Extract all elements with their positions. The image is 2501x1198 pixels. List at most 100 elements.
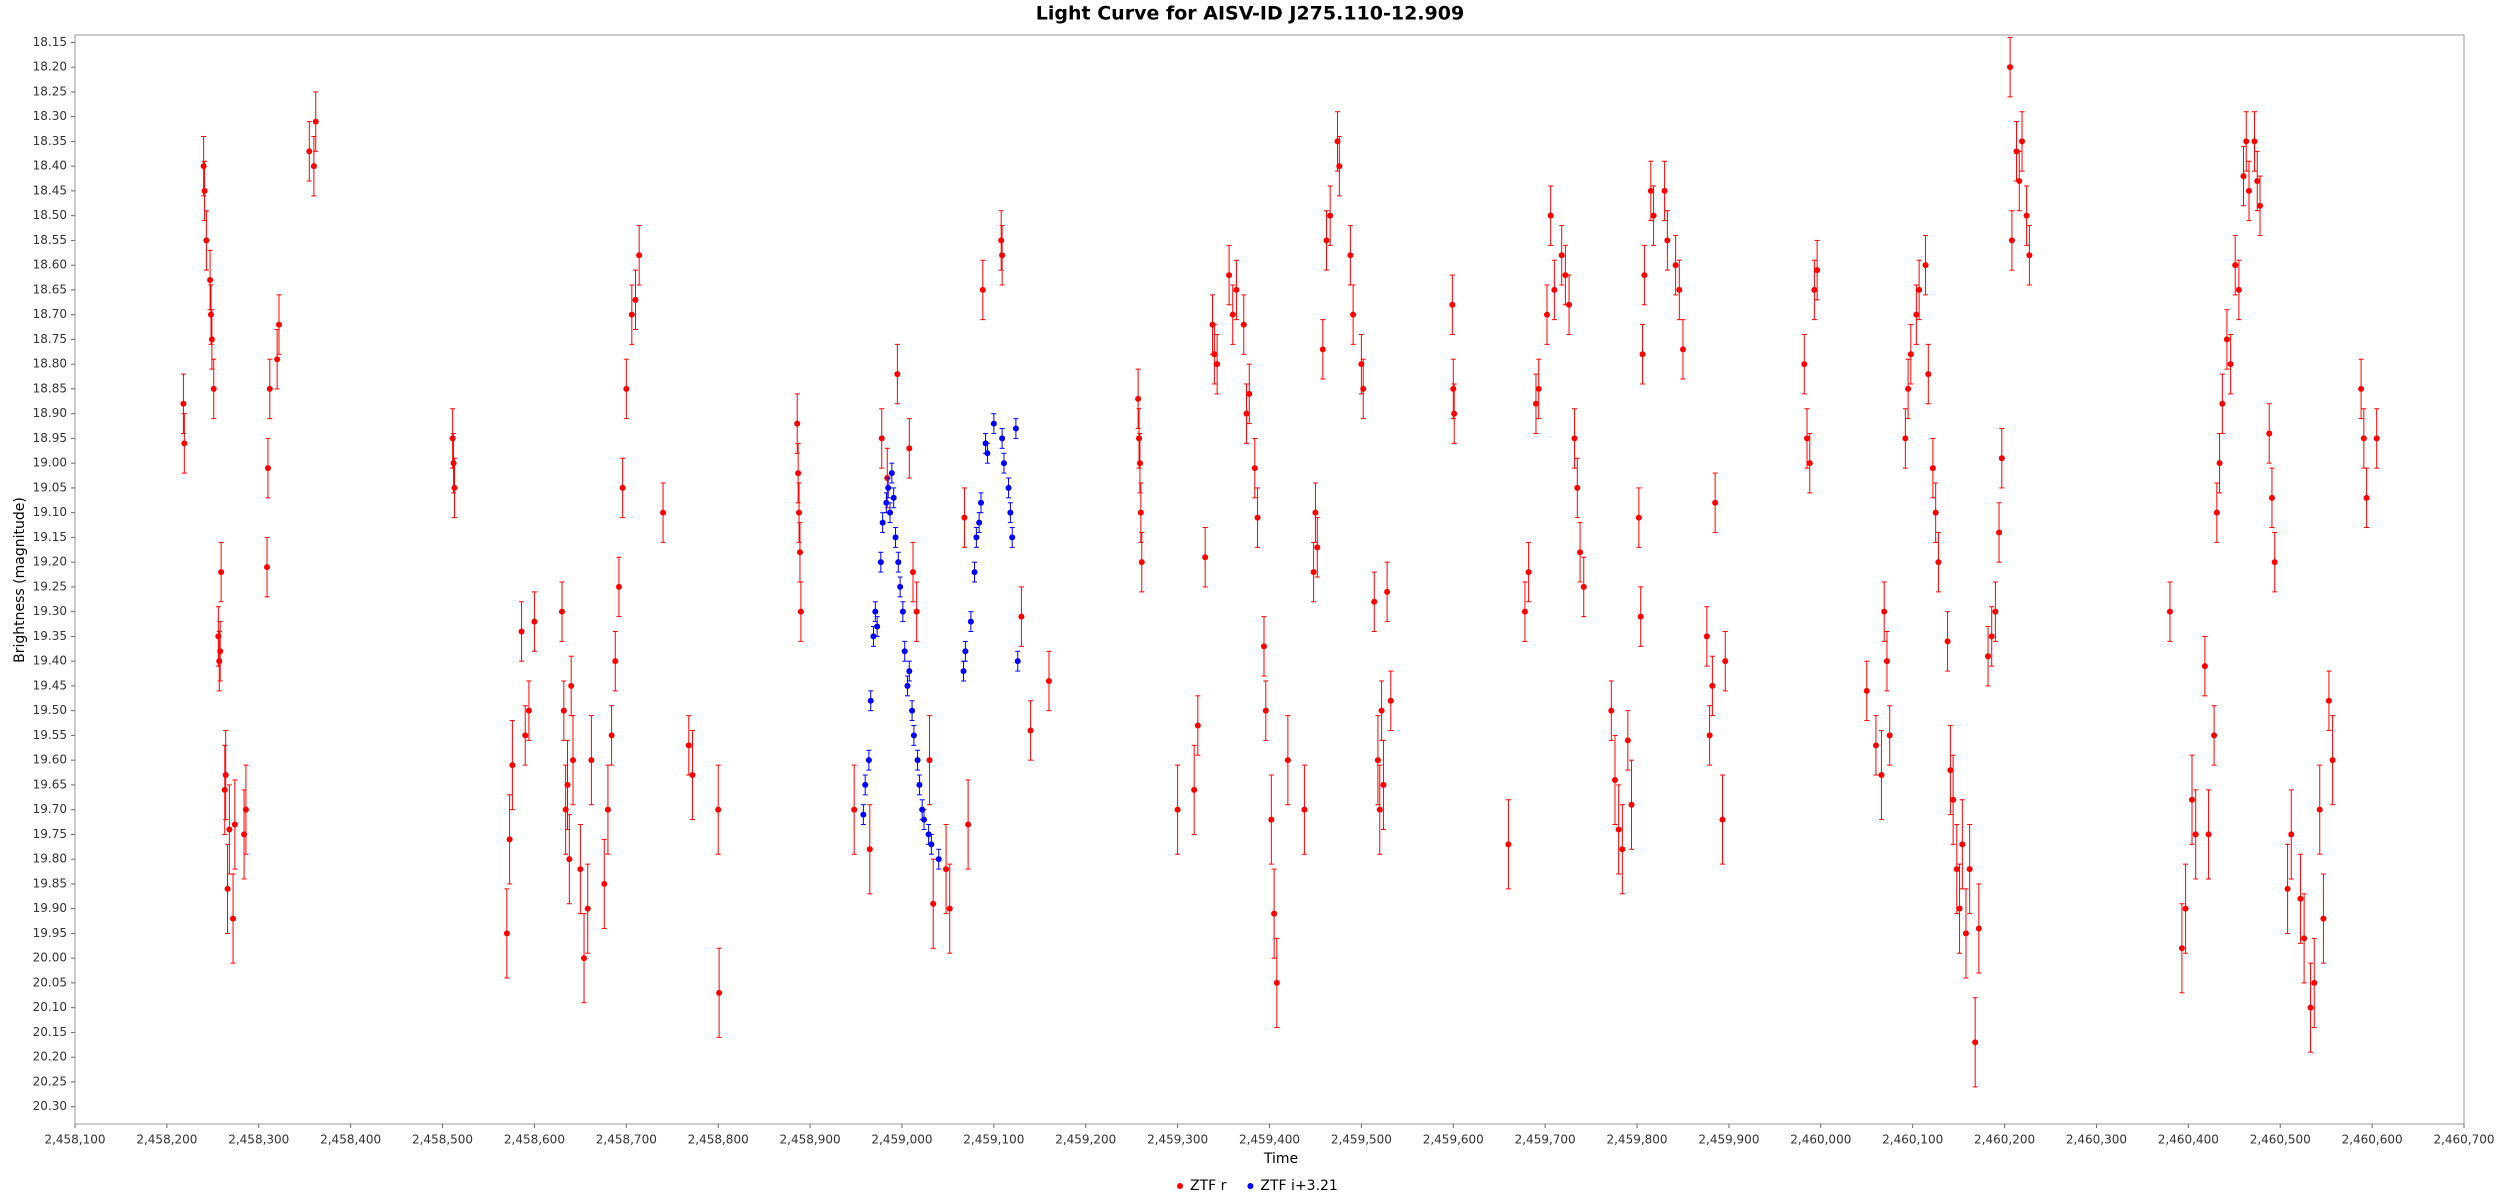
data-point bbox=[450, 460, 457, 467]
data-point bbox=[1905, 385, 1912, 392]
data-point bbox=[1988, 633, 1995, 640]
data-point bbox=[1935, 559, 1942, 566]
y-tick-label: 19.10 bbox=[33, 505, 67, 519]
x-tick-label: 2,460,300 bbox=[2066, 1133, 2127, 1147]
y-tick-label: 19.50 bbox=[33, 703, 67, 717]
y-tick-label: 18.85 bbox=[33, 381, 67, 395]
data-point bbox=[1260, 643, 1267, 650]
data-point bbox=[207, 311, 214, 318]
data-point bbox=[1202, 554, 1209, 561]
data-point bbox=[1872, 742, 1879, 749]
data-point bbox=[1664, 237, 1671, 244]
x-tick-label: 2,458,100 bbox=[44, 1133, 105, 1147]
data-point bbox=[1374, 757, 1381, 764]
data-point bbox=[266, 385, 273, 392]
data-point bbox=[794, 420, 801, 427]
data-point bbox=[2360, 435, 2367, 442]
data-point bbox=[894, 371, 901, 378]
data-point bbox=[1972, 1039, 1979, 1046]
data-point bbox=[796, 509, 803, 516]
data-point bbox=[2232, 262, 2239, 269]
data-point bbox=[883, 499, 890, 506]
data-point bbox=[897, 583, 904, 590]
data-point bbox=[608, 732, 615, 739]
data-point bbox=[1551, 286, 1558, 293]
data-point bbox=[998, 237, 1005, 244]
data-point bbox=[2301, 935, 2308, 942]
data-point bbox=[2235, 286, 2242, 293]
y-tick-label: 20.20 bbox=[33, 1050, 67, 1064]
y-tick-label: 19.55 bbox=[33, 728, 67, 742]
data-point bbox=[1985, 653, 1992, 660]
data-point bbox=[1913, 311, 1920, 318]
data-point bbox=[1384, 588, 1391, 595]
data-point bbox=[568, 682, 575, 689]
data-point bbox=[1194, 722, 1201, 729]
x-tick-label: 2,459,400 bbox=[1239, 1133, 1300, 1147]
y-tick-label: 18.40 bbox=[33, 159, 67, 173]
data-point bbox=[1018, 613, 1025, 620]
x-tick-label: 2,459,100 bbox=[963, 1133, 1024, 1147]
data-point bbox=[973, 534, 980, 541]
data-point bbox=[901, 648, 908, 655]
data-point bbox=[1449, 301, 1456, 308]
data-point bbox=[928, 841, 935, 848]
data-point bbox=[2201, 663, 2208, 670]
x-tick-label: 2,460,200 bbox=[1974, 1133, 2035, 1147]
data-point bbox=[797, 608, 804, 615]
y-tick-label: 19.75 bbox=[33, 827, 67, 841]
data-point bbox=[275, 321, 282, 328]
data-point bbox=[867, 697, 874, 704]
data-point bbox=[2297, 895, 2304, 902]
data-point bbox=[1950, 796, 1957, 803]
data-point bbox=[914, 757, 921, 764]
data-point bbox=[1014, 658, 1021, 665]
data-point bbox=[1881, 608, 1888, 615]
data-point bbox=[1214, 361, 1221, 368]
data-point bbox=[2373, 435, 2380, 442]
data-point bbox=[1925, 371, 1932, 378]
data-point bbox=[1801, 361, 1808, 368]
data-point bbox=[930, 900, 937, 907]
data-point bbox=[913, 608, 920, 615]
data-point bbox=[181, 440, 188, 447]
data-point bbox=[1883, 658, 1890, 665]
data-point bbox=[716, 989, 723, 996]
data-point bbox=[2007, 64, 2014, 71]
data-point bbox=[449, 435, 456, 442]
y-tick-label: 19.40 bbox=[33, 654, 67, 668]
data-point bbox=[2016, 178, 2023, 185]
data-point bbox=[226, 826, 233, 833]
data-point bbox=[1811, 286, 1818, 293]
data-point bbox=[2205, 831, 2212, 838]
y-tick-label: 19.70 bbox=[33, 802, 67, 816]
data-point bbox=[1611, 776, 1618, 783]
data-point bbox=[601, 880, 608, 887]
data-point bbox=[1703, 633, 1710, 640]
data-point bbox=[1953, 866, 1960, 873]
data-point bbox=[1547, 212, 1554, 219]
x-tick-label: 2,458,700 bbox=[596, 1133, 657, 1147]
data-point bbox=[207, 277, 214, 284]
data-point bbox=[851, 806, 858, 813]
data-point bbox=[2266, 430, 2273, 437]
data-point bbox=[306, 148, 313, 155]
data-point bbox=[2189, 796, 2196, 803]
x-tick-label: 2,458,200 bbox=[136, 1133, 197, 1147]
data-point bbox=[264, 465, 271, 472]
data-point bbox=[1709, 682, 1716, 689]
data-point bbox=[1262, 707, 1269, 714]
data-point bbox=[977, 499, 984, 506]
data-point bbox=[1135, 395, 1142, 402]
legend: ZTF r ZTF i+3.21 bbox=[1177, 1178, 1338, 1194]
data-point bbox=[636, 252, 643, 259]
data-point bbox=[1922, 262, 1929, 269]
data-point bbox=[890, 494, 897, 501]
data-point bbox=[203, 237, 210, 244]
data-point bbox=[1580, 583, 1587, 590]
data-point bbox=[615, 583, 622, 590]
data-point bbox=[2223, 336, 2230, 343]
x-tick-label: 2,460,100 bbox=[1882, 1133, 1943, 1147]
data-point bbox=[1619, 846, 1626, 853]
data-point bbox=[1679, 346, 1686, 353]
